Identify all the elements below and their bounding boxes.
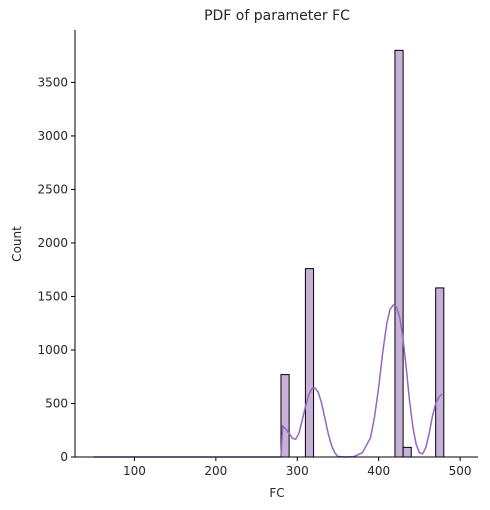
- y-axis-ticks: 0 500 1000 1500 2000 2500 3000 3500: [37, 75, 75, 464]
- histogram-bar: [435, 287, 445, 458]
- y-tick-label: 1000: [37, 343, 68, 357]
- y-tick-label: 0: [60, 450, 68, 464]
- x-axis-label: FC: [269, 486, 284, 500]
- x-tick-label: 200: [204, 464, 227, 478]
- histogram-bar: [304, 268, 315, 458]
- histogram-bar: [394, 49, 404, 458]
- y-tick-label: 1500: [37, 289, 68, 303]
- y-tick-label: 500: [45, 396, 68, 410]
- x-axis-ticks: 100 200 300 400 500: [123, 457, 472, 478]
- y-tick-label: 3000: [37, 129, 68, 143]
- histogram-bar: [402, 446, 412, 458]
- y-tick-label: 3500: [37, 75, 68, 89]
- y-axis-label: Count: [10, 226, 24, 262]
- x-tick-label: 300: [286, 464, 309, 478]
- x-tick-label: 100: [123, 464, 146, 478]
- x-tick-label: 500: [449, 464, 472, 478]
- x-tick-label: 400: [367, 464, 390, 478]
- y-tick-label: 2500: [37, 182, 68, 196]
- histogram-bars: [280, 49, 445, 458]
- kde-curve: [93, 304, 443, 458]
- y-tick-label: 2000: [37, 236, 68, 250]
- chart-title: PDF of parameter FC: [204, 8, 350, 24]
